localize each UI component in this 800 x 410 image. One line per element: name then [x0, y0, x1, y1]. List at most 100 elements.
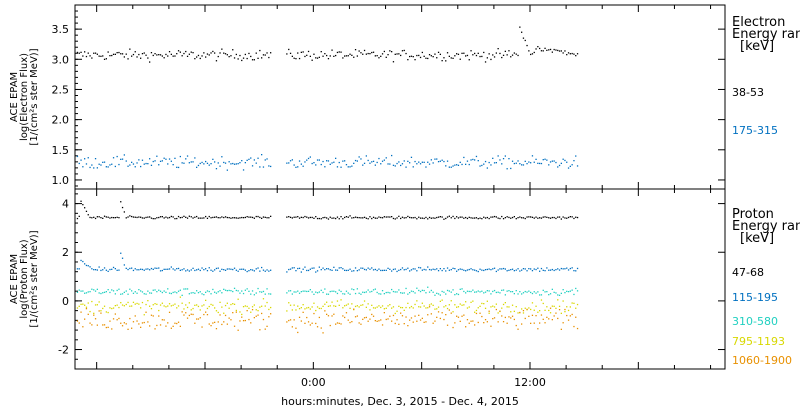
- data-point: [206, 270, 209, 272]
- data-point: [185, 270, 187, 272]
- data-point: [221, 323, 223, 326]
- data-point: [448, 269, 450, 271]
- data-point: [297, 52, 299, 54]
- data-point: [197, 54, 200, 57]
- data-point: [474, 311, 476, 313]
- data-point: [232, 162, 234, 165]
- data-point: [540, 267, 543, 270]
- data-point: [358, 217, 360, 219]
- data-point: [147, 163, 149, 165]
- data-point: [168, 216, 171, 219]
- data-point: [232, 217, 234, 219]
- data-point: [436, 316, 438, 318]
- data-point: [564, 311, 566, 313]
- data-point: [185, 312, 187, 314]
- data-point: [484, 160, 487, 163]
- data-point: [152, 315, 154, 317]
- data-point: [145, 268, 147, 270]
- data-point: [502, 54, 505, 56]
- data-point: [374, 288, 376, 290]
- data-point: [335, 157, 337, 159]
- data-point: [326, 268, 328, 270]
- data-point: [288, 290, 290, 292]
- data-point: [369, 268, 371, 270]
- data-point: [221, 48, 223, 50]
- data-point: [186, 55, 189, 57]
- data-point: [371, 290, 373, 293]
- data-point: [356, 288, 358, 290]
- data-point: [419, 290, 422, 293]
- data-point: [513, 310, 515, 312]
- data-point: [403, 269, 405, 271]
- data-point: [109, 307, 111, 309]
- data-point: [192, 52, 194, 54]
- data-point: [264, 159, 266, 161]
- data-point: [318, 266, 320, 268]
- data-point: [423, 305, 425, 307]
- data-point: [138, 303, 140, 305]
- data-point: [174, 291, 176, 293]
- data-point: [109, 320, 111, 322]
- data-point: [93, 269, 95, 271]
- data-point: [214, 291, 216, 293]
- data-point: [423, 55, 425, 57]
- data-point: [179, 51, 181, 53]
- data-point: [484, 61, 487, 63]
- data-point: [526, 270, 528, 272]
- data-point: [159, 324, 162, 326]
- data-point: [353, 56, 355, 58]
- data-point: [159, 160, 162, 162]
- data-point: [219, 217, 221, 219]
- data-point: [410, 305, 413, 308]
- data-point: [522, 217, 525, 219]
- data-point: [437, 161, 440, 163]
- data-point: [232, 268, 234, 271]
- data-point: [418, 54, 420, 57]
- data-point: [474, 52, 476, 55]
- data-point: [515, 53, 517, 55]
- data-point: [168, 51, 171, 53]
- data-point: [432, 304, 434, 306]
- data-point: [244, 289, 246, 291]
- data-point: [557, 49, 559, 52]
- data-point: [567, 167, 570, 169]
- data-point: [336, 166, 339, 168]
- data-point: [109, 291, 111, 294]
- data-point: [510, 317, 512, 319]
- data-point: [376, 269, 378, 272]
- data-point: [517, 268, 519, 270]
- data-point: [380, 269, 382, 272]
- data-point: [102, 269, 104, 271]
- data-point: [230, 217, 232, 219]
- data-point: [309, 289, 311, 291]
- data-point: [192, 292, 194, 294]
- data-point: [289, 268, 292, 270]
- data-point: [537, 162, 539, 164]
- data-point: [233, 217, 236, 219]
- data-point: [107, 311, 109, 314]
- data-point: [466, 319, 469, 321]
- data-point: [566, 290, 568, 292]
- data-point: [94, 290, 97, 292]
- data-point: [170, 160, 172, 162]
- data-point: [152, 268, 154, 270]
- legend-title-line: [keV]: [740, 39, 774, 54]
- data-point: [318, 56, 320, 58]
- data-point: [360, 323, 362, 325]
- data-point: [569, 306, 571, 308]
- data-point: [486, 290, 488, 292]
- data-point: [244, 269, 246, 271]
- data-point: [445, 165, 447, 167]
- data-point: [165, 53, 167, 56]
- data-point: [235, 217, 237, 219]
- data-point: [376, 217, 378, 219]
- data-point: [372, 307, 375, 309]
- data-point: [463, 269, 465, 271]
- data-point: [405, 268, 407, 271]
- data-point: [441, 269, 443, 272]
- data-point: [407, 267, 409, 269]
- data-point: [454, 294, 456, 296]
- data-point: [380, 163, 382, 165]
- data-point: [421, 289, 423, 291]
